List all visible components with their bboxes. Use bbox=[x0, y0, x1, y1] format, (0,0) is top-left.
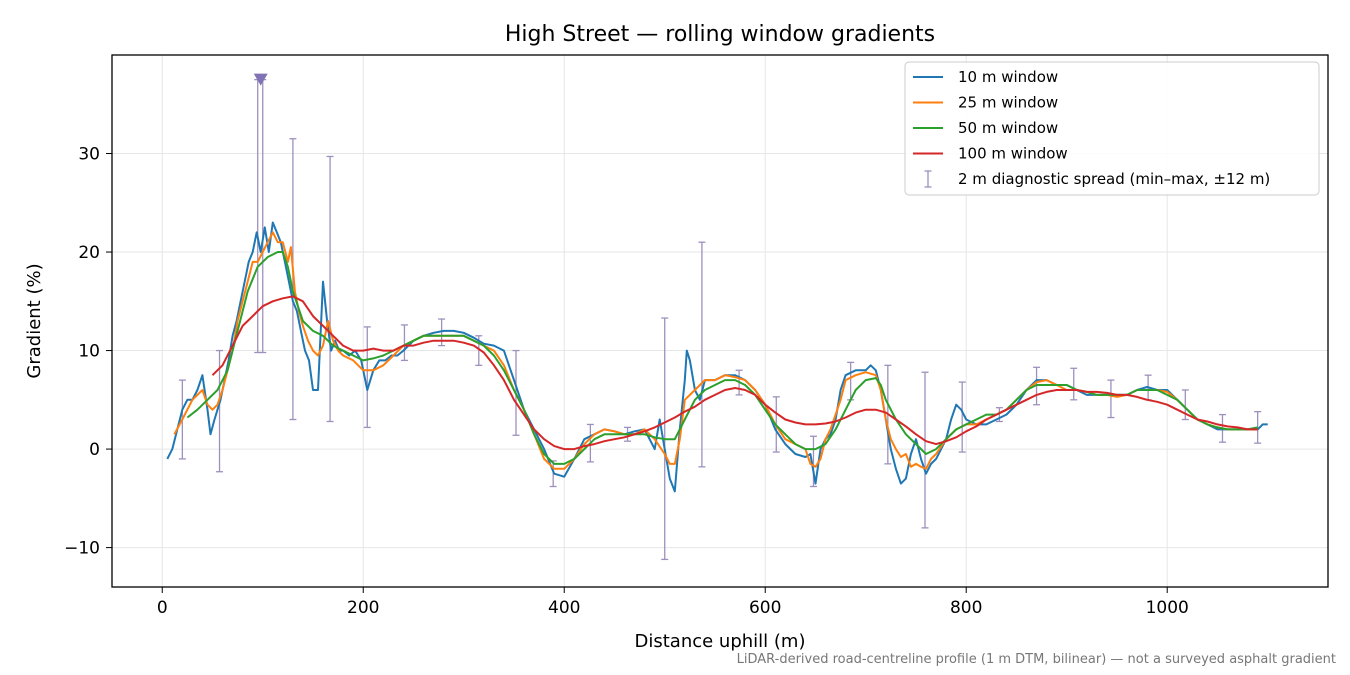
y-axis-label: Gradient (%) bbox=[24, 263, 45, 378]
error-bar bbox=[809, 435, 817, 488]
y-tick-label: 20 bbox=[78, 243, 100, 263]
series-line-10-m-window bbox=[166, 221, 1268, 493]
clipped-marker bbox=[253, 73, 268, 86]
error-bar bbox=[363, 326, 371, 429]
legend-label: 50 m window bbox=[958, 119, 1058, 137]
markers bbox=[253, 73, 268, 86]
error-bar bbox=[995, 407, 1003, 423]
footnote: LiDAR-derived road-centreline profile (1… bbox=[736, 652, 1336, 667]
x-tick-label: 400 bbox=[548, 598, 580, 618]
error-bar bbox=[958, 381, 966, 453]
y-tick-label: 0 bbox=[89, 440, 100, 460]
series-line-100-m-window bbox=[211, 295, 1258, 451]
legend: 10 m window 25 m window 50 m window 100 m w… bbox=[904, 61, 1320, 196]
legend-label: 100 m window bbox=[958, 145, 1068, 163]
series-line-50-m-window bbox=[186, 251, 1258, 465]
error-bar bbox=[1070, 367, 1078, 401]
error-bar bbox=[326, 155, 334, 423]
error-bar bbox=[216, 349, 224, 473]
x-tick-label: 1000 bbox=[1146, 598, 1189, 618]
legend-box bbox=[904, 61, 1320, 196]
chart-title: High Street — rolling window gradients bbox=[505, 22, 935, 47]
x-tick-label: 200 bbox=[347, 598, 379, 618]
legend-label: 10 m window bbox=[958, 68, 1058, 86]
x-tick-label: 600 bbox=[749, 598, 781, 618]
error-bar bbox=[698, 241, 706, 468]
x-axis-label: Distance uphill (m) bbox=[635, 631, 806, 652]
x-tick-label: 800 bbox=[950, 598, 982, 618]
ticks: 0 200 400 600 800 1000 −10 0 10 20 30 bbox=[64, 145, 1189, 618]
legend-label: 2 m diagnostic spread (min–max, ±12 m) bbox=[958, 170, 1270, 188]
error-bar bbox=[921, 371, 929, 529]
error-bar bbox=[400, 324, 408, 362]
plot-frame bbox=[111, 54, 1329, 588]
y-tick-label: −10 bbox=[64, 539, 100, 559]
y-tick-label: 10 bbox=[78, 342, 100, 362]
x-tick-label: 0 bbox=[157, 598, 168, 618]
y-tick-label: 30 bbox=[78, 145, 100, 165]
error-bar bbox=[1107, 379, 1115, 419]
series-lines bbox=[166, 221, 1268, 493]
legend-label: 25 m window bbox=[958, 94, 1058, 112]
